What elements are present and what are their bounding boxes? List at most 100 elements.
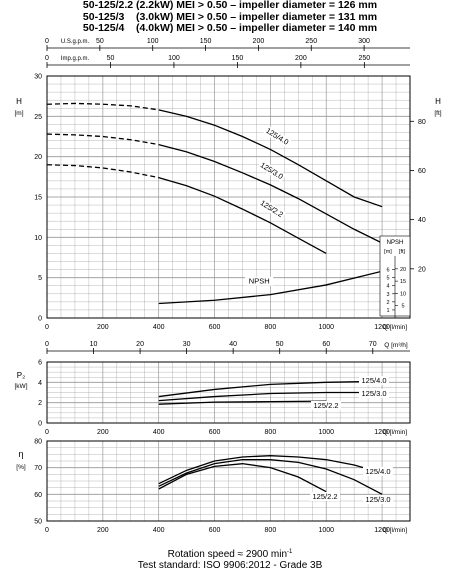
efficiency-label-125-2-2: 125/2.2 — [312, 492, 337, 501]
y-tick-label: 4 — [38, 380, 42, 387]
y-axis-label-h-ft: H — [435, 97, 441, 106]
head-125-4-0-curve — [158, 109, 383, 208]
rotation-speed-unit-exponent: -1 — [287, 549, 293, 555]
power-label-bg — [311, 401, 341, 410]
power-x-tick-label: 400 — [153, 429, 165, 436]
ft-tick-label: 60 — [418, 168, 426, 175]
power-x-tick-label: 200 — [97, 429, 109, 436]
usgpm-tick-label: 200 — [253, 38, 265, 45]
head-125-4-0-dashed — [46, 102, 159, 111]
power-125-2-2-curve — [158, 400, 327, 405]
npsh-ft-tick-label: 20 — [400, 267, 406, 273]
power-axis-unit: [kW] — [15, 383, 28, 390]
efficiency-x-tick-label: 400 — [153, 527, 165, 534]
impgpm-tick-label: 250 — [359, 55, 371, 62]
m3h-tick-label: 50 — [276, 341, 284, 348]
m3h-tick-label: 20 — [136, 341, 144, 348]
y-tick-label: 5 — [38, 275, 42, 282]
y-axis-label-h: H — [16, 97, 22, 106]
m3h-axis-label: Q [m³/h] — [384, 342, 408, 349]
head-label-npsh-bg — [245, 276, 274, 286]
power-125-4-0-curve — [158, 380, 383, 398]
y-tick-label: 0 — [38, 316, 42, 323]
npsh-ft-tick-label: 10 — [400, 291, 406, 297]
chart-header: 50-125/2.2 (2.2kW) MEI > 0.50 – impeller… — [0, 0, 460, 35]
efficiency-axis-unit: [%] — [16, 464, 26, 471]
rotation-speed-label: Rotation speed ≈ 2900 min — [167, 549, 288, 560]
power-x-tick-label: 800 — [265, 429, 277, 436]
power-x-tick-label: 600 — [209, 429, 221, 436]
npsh-inset-m-label: [m] — [384, 249, 392, 255]
head-npsh-curve — [158, 270, 383, 305]
power-x-tick-label: 1000 — [318, 429, 334, 436]
y-tick-label: 25 — [34, 114, 42, 121]
npsh-inset-title: NPSH — [387, 240, 404, 246]
y-tick-label: 0 — [38, 421, 42, 428]
plot-frame — [46, 361, 411, 424]
efficiency-label-bg — [363, 467, 393, 476]
m3h-tick-label: 40 — [229, 341, 237, 348]
impgpm-axis-label: Imp.g.p.m. — [61, 56, 90, 62]
power-label-bg — [359, 376, 389, 385]
npsh-m-tick-label: 1 — [386, 308, 389, 314]
y-tick-label: 50 — [34, 519, 42, 526]
efficiency-x-tick-label: 1000 — [318, 527, 334, 534]
npsh-m-tick-label: 6 — [386, 268, 389, 274]
x-tick-label: 0 — [45, 324, 49, 331]
header-line-2-2kw: 50-125/2.2 (2.2kW) MEI > 0.50 – impeller… — [82, 0, 378, 11]
m3h-tick-label: 0 — [45, 341, 49, 348]
usgpm-tick-label: 150 — [200, 38, 212, 45]
efficiency-x-axis-label: Q [l/min] — [383, 527, 407, 534]
m3h-tick-label: 30 — [183, 341, 191, 348]
impgpm-tick-label: 0 — [45, 55, 49, 62]
y-axis-unit-m: [m] — [14, 110, 23, 117]
power-label-125-2-2: 125/2.2 — [313, 401, 338, 410]
power-125-3-0-curve — [158, 391, 383, 402]
efficiency-axis-label: η — [18, 449, 23, 459]
y-tick-label: 80 — [34, 439, 42, 446]
npsh-m-tick-label: 4 — [386, 284, 389, 290]
usgpm-tick-label: 250 — [305, 38, 317, 45]
x-tick-label: 400 — [153, 324, 165, 331]
ft-tick-label: 20 — [418, 266, 426, 273]
efficiency-label-bg — [310, 492, 340, 501]
efficiency-x-tick-label: 200 — [97, 527, 109, 534]
usgpm-axis-label: U.S.g.p.m. — [61, 39, 90, 45]
power-x-tick-label: 0 — [45, 429, 49, 436]
m3h-tick-label: 70 — [369, 341, 377, 348]
test-standard-text: Test standard: ISO 9906:2012 - Grade 3B — [137, 560, 323, 571]
head-label-125-3-0-bg — [257, 159, 286, 183]
impgpm-tick-label: 200 — [295, 55, 307, 62]
ft-tick-label: 40 — [418, 217, 426, 224]
y-tick-label: 15 — [34, 195, 42, 202]
y-tick-label: 10 — [34, 235, 42, 242]
efficiency-x-tick-label: 600 — [209, 527, 221, 534]
efficiency-x-tick-label: 800 — [265, 527, 277, 534]
efficiency-label-125-3-0: 125/3.0 — [365, 495, 390, 504]
header-line-4kw: 50-125/4 (4.0kW) MEI > 0.50 – impeller d… — [82, 22, 378, 34]
head-label-125-3-0: 125/3.0 — [259, 160, 285, 181]
x-tick-label: 1200 — [374, 324, 390, 331]
y-tick-label: 2 — [38, 400, 42, 407]
y-tick-label: 30 — [34, 74, 42, 81]
y-tick-label: 70 — [34, 465, 42, 472]
y-axis-unit-ft: [ft] — [434, 110, 441, 117]
impgpm-tick-label: 150 — [232, 55, 244, 62]
head-label-npsh: NPSH — [249, 277, 270, 286]
head-125-3-0-dashed — [46, 133, 159, 146]
efficiency-125-3-0-curve — [158, 459, 383, 495]
usgpm-tick-label: 100 — [147, 38, 159, 45]
efficiency-125-2-2-curve — [158, 463, 327, 493]
usgpm-tick-label: 50 — [96, 38, 104, 45]
m3h-tick-label: 60 — [322, 341, 330, 348]
power-label-bg — [359, 389, 389, 398]
x-tick-label: 1000 — [318, 324, 334, 331]
chart-footer: Rotation speed ≈ 2900 min-1 Test standar… — [0, 547, 460, 571]
head-label-125-2-2: 125/2.2 — [259, 198, 285, 219]
m3h-tick-label: 10 — [90, 341, 98, 348]
y-tick-label: 60 — [34, 492, 42, 499]
npsh-inset-ft-label: [ft] — [399, 249, 406, 255]
